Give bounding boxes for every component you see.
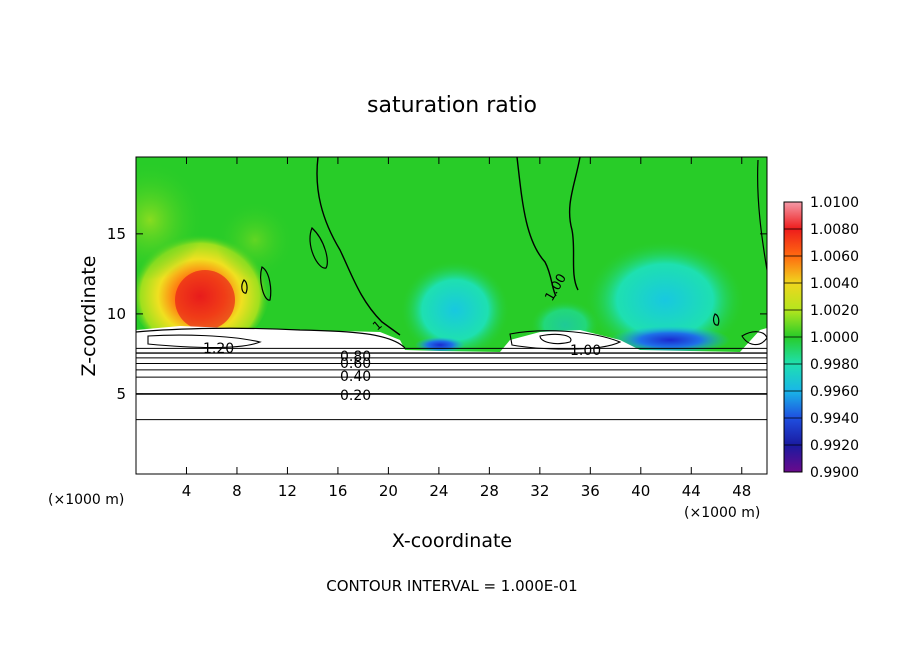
x-tick-label: 44 bbox=[682, 482, 701, 500]
contour-label-1-00-b: 1.00 bbox=[570, 343, 601, 359]
y-tick-label: 15 bbox=[107, 225, 126, 243]
contour-line bbox=[509, 330, 622, 350]
x-tick-label: 40 bbox=[631, 482, 650, 500]
colorbar-tick-label: 0.9920 bbox=[810, 438, 859, 454]
colorbar-segment bbox=[784, 418, 802, 445]
contour-line bbox=[147, 334, 262, 349]
contour-line bbox=[260, 266, 272, 301]
colorbar-tick-label: 1.0080 bbox=[810, 222, 859, 238]
x-tick-label: 48 bbox=[732, 482, 751, 500]
contour-line bbox=[136, 327, 406, 349]
chart-title: saturation ratio bbox=[367, 93, 537, 118]
contour-label-1-20: 1.20 bbox=[203, 341, 234, 357]
x-axis: 4 8 12 16 20 24 28 32 36 40 44 48 bbox=[182, 157, 751, 500]
x-axis-label: X-coordinate bbox=[392, 530, 512, 552]
x-axis-unit-right: (×1000 m) bbox=[684, 505, 760, 521]
colorbar-tick-label: 1.0000 bbox=[810, 330, 859, 346]
heatmap-field bbox=[136, 157, 767, 474]
contour-line bbox=[539, 333, 572, 345]
colorbar-segment bbox=[784, 229, 802, 256]
contour-line bbox=[309, 226, 328, 269]
x-axis-unit-left: (×1000 m) bbox=[48, 492, 124, 508]
x-tick-label: 16 bbox=[328, 482, 347, 500]
y-tick-label: 10 bbox=[107, 305, 126, 323]
colorbar-segment bbox=[784, 283, 802, 310]
contour-line bbox=[316, 157, 401, 336]
colorbar-segment bbox=[784, 310, 802, 337]
x-tick-label: 32 bbox=[530, 482, 549, 500]
contour-line bbox=[712, 313, 720, 326]
colorbar-tick-label: 0.9900 bbox=[810, 465, 859, 481]
colorbar-tick-label: 1.0060 bbox=[810, 249, 859, 265]
colorbar-segment bbox=[784, 256, 802, 283]
contour-label-0-60: 0.60 bbox=[340, 356, 371, 372]
x-tick-label: 24 bbox=[429, 482, 448, 500]
y-axis: 5 10 15 bbox=[107, 225, 767, 403]
y-tick-label: 5 bbox=[116, 385, 126, 403]
contour-line bbox=[741, 331, 767, 346]
x-tick-label: 12 bbox=[278, 482, 297, 500]
contour-interval-note: CONTOUR INTERVAL = 1.000E-01 bbox=[326, 577, 577, 595]
colorbar: 0.9900 0.9920 0.9940 0.9960 0.9980 1.0000 1.00… bbox=[783, 195, 859, 481]
contour-line bbox=[241, 279, 248, 294]
colorbar-segment bbox=[784, 202, 802, 229]
colorbar-segment bbox=[784, 391, 802, 418]
contour-line bbox=[757, 159, 767, 271]
contour-label-0-40: 0.40 bbox=[340, 369, 371, 385]
colorbar-tick-label: 1.0040 bbox=[810, 276, 859, 292]
contour-label-0-20: 0.20 bbox=[340, 388, 371, 404]
x-tick-label: 20 bbox=[379, 482, 398, 500]
x-tick-label: 8 bbox=[232, 482, 242, 500]
colorbar-tick-label: 0.9940 bbox=[810, 411, 859, 427]
colorbar-segment bbox=[784, 445, 802, 472]
isoline-group bbox=[136, 347, 767, 421]
contour-line bbox=[516, 157, 557, 297]
colorbar-tick-label: 1.0020 bbox=[810, 303, 859, 319]
x-tick-label: 36 bbox=[581, 482, 600, 500]
colorbar-segment bbox=[784, 364, 802, 391]
contour-line bbox=[568, 157, 581, 291]
x-tick-label: 4 bbox=[182, 482, 192, 500]
contour-label-0-80: 0.80 bbox=[340, 349, 371, 365]
y-axis-label: Z-coordinate bbox=[78, 256, 100, 377]
plot-frame bbox=[135, 156, 768, 475]
colorbar-tick-label: 0.9980 bbox=[810, 357, 859, 373]
colorbar-tick-label: 0.9960 bbox=[810, 384, 859, 400]
colorbar-segment bbox=[784, 337, 802, 364]
colorbar-tick-label: 1.0100 bbox=[810, 195, 859, 211]
x-tick-label: 28 bbox=[480, 482, 499, 500]
